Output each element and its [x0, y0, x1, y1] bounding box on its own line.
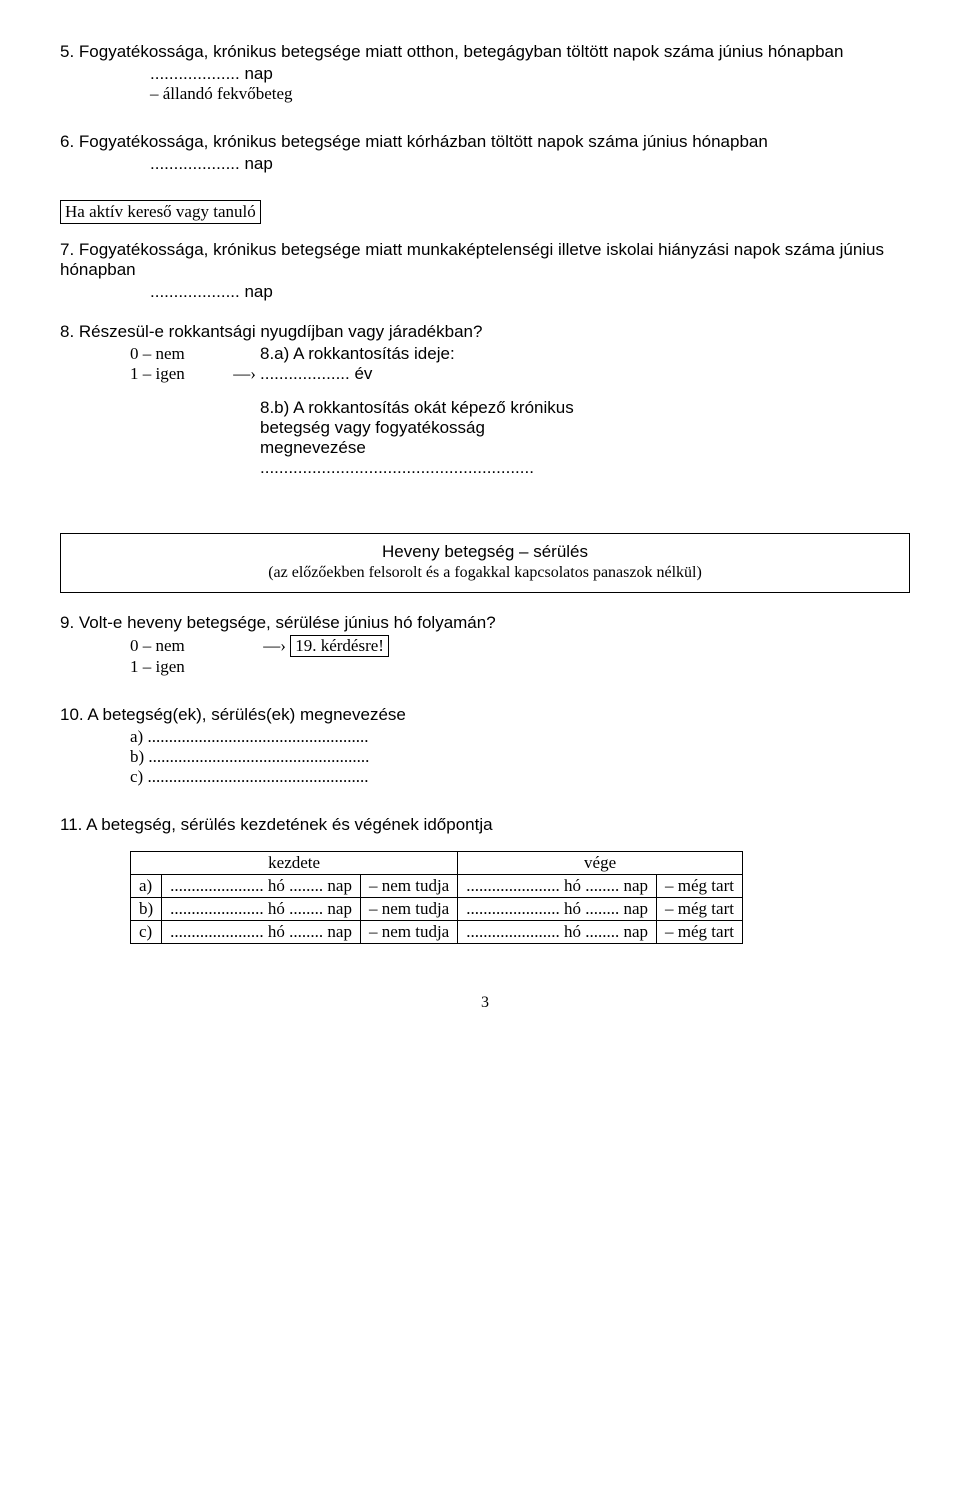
section-box: Heveny betegség – sérülés (az előzőekben… — [60, 533, 910, 593]
q7-blank[interactable]: ................... nap — [150, 282, 910, 302]
q8-text: 8. Részesül-e rokkantsági nyugdíjban vag… — [60, 322, 910, 342]
question-5: 5. Fogyatékossága, krónikus betegsége mi… — [60, 42, 910, 104]
q8-opt0[interactable]: 0 – nem — [130, 344, 260, 364]
q8a-label: 8.a) A rokkantosítás ideje: — [260, 344, 580, 364]
table-row: c) ...................... hó ........ na… — [131, 921, 743, 944]
filter-text: Ha aktív kereső vagy tanuló — [60, 200, 261, 224]
question-11: 11. A betegség, sérülés kezdetének és vé… — [60, 815, 910, 944]
q9-text: 9. Volt-e heveny betegsége, sérülése jún… — [60, 613, 910, 633]
q5-constant: – állandó fekvőbeteg — [150, 84, 910, 104]
q10-b[interactable]: b) .....................................… — [130, 747, 910, 767]
question-6: 6. Fogyatékossága, krónikus betegsége mi… — [60, 132, 910, 174]
section-subtitle: (az előzőekben felsorolt és a fogakkal k… — [73, 564, 897, 582]
q10-a[interactable]: a) .....................................… — [130, 727, 910, 747]
question-9: 9. Volt-e heveny betegsége, sérülése jún… — [60, 613, 910, 677]
filter-box: Ha aktív kereső vagy tanuló — [60, 200, 910, 224]
q8b-blank[interactable]: ........................................… — [260, 458, 580, 478]
table-row: a) ...................... hó ........ na… — [131, 875, 743, 898]
q7-text: 7. Fogyatékossága, krónikus betegsége mi… — [60, 240, 910, 280]
q6-text: 6. Fogyatékossága, krónikus betegsége mi… — [60, 132, 910, 152]
question-8: 8. Részesül-e rokkantsági nyugdíjban vag… — [60, 322, 910, 478]
q9-opt1[interactable]: 1 – igen — [130, 657, 910, 677]
q9-skip: 19. kérdésre! — [290, 635, 389, 657]
q11-text: 11. A betegség, sérülés kezdetének és vé… — [60, 815, 910, 835]
arrow-icon: —› — [263, 636, 286, 655]
q8-opt1[interactable]: 1 – igen —› — [130, 364, 260, 384]
q5-blank[interactable]: ................... nap — [150, 64, 910, 84]
q11-head-start: kezdete — [131, 852, 458, 875]
section-title: Heveny betegség – sérülés — [73, 542, 897, 562]
q8b-label: 8.b) A rokkantosítás okát képező króniku… — [260, 398, 580, 458]
question-7: 7. Fogyatékossága, krónikus betegsége mi… — [60, 240, 910, 302]
page-number: 3 — [60, 994, 910, 1012]
arrow-icon: —› — [233, 364, 256, 383]
q8a-blank[interactable]: ................... év — [260, 364, 580, 384]
q5-text: 5. Fogyatékossága, krónikus betegsége mi… — [60, 42, 910, 62]
question-10: 10. A betegség(ek), sérülés(ek) megnevez… — [60, 705, 910, 787]
q11-table: kezdete vége a) ...................... h… — [130, 851, 743, 944]
q10-c[interactable]: c) .....................................… — [130, 767, 910, 787]
q10-text: 10. A betegség(ek), sérülés(ek) megnevez… — [60, 705, 910, 725]
q6-blank[interactable]: ................... nap — [150, 154, 910, 174]
q11-head-end: vége — [458, 852, 743, 875]
table-row: b) ...................... hó ........ na… — [131, 898, 743, 921]
q9-opt0[interactable]: 0 – nem —› 19. kérdésre! — [130, 635, 910, 657]
